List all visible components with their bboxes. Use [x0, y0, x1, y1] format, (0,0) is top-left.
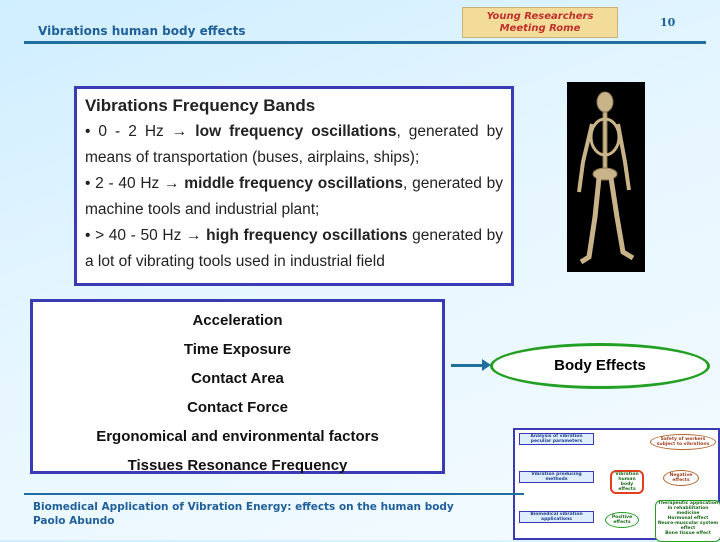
- bands-title: Vibrations Frequency Bands: [85, 96, 316, 115]
- diagram-node: Negative effects: [663, 470, 699, 486]
- footer-author: Paolo Abundo: [33, 515, 115, 527]
- factor-item: Acceleration: [192, 312, 283, 329]
- band-item: • > 40 - 50 Hz → high frequency oscillat…: [85, 223, 503, 275]
- diagram-node: Analysis of vibration peculiar parameter…: [519, 433, 594, 445]
- diagram-node: Vibration producing methods: [519, 471, 594, 483]
- slide-title: Vibrations human body effects: [38, 24, 246, 38]
- factor-item: Ergonomical and environmental factors: [96, 428, 379, 445]
- factors-box: Acceleration Time Exposure Contact Area …: [30, 299, 445, 474]
- band-range: • > 40 - 50 Hz →: [85, 227, 207, 244]
- diagram-thumbnail: Analysis of vibration peculiar parameter…: [513, 428, 720, 542]
- diagram-node: Safety of workers subject to vibrations: [650, 434, 716, 450]
- band-item: • 2 - 40 Hz → middle frequency oscillati…: [85, 171, 503, 223]
- diagram-node: Positive effects: [605, 512, 639, 528]
- band-name: low frequency oscillations: [195, 123, 397, 140]
- band-desc: generated by a lot of vibrating tools us…: [85, 227, 503, 270]
- band-desc: , generated by machine tools and industr…: [85, 175, 503, 218]
- band-range: • 0 - 2 Hz →: [85, 123, 196, 140]
- band-item: • 0 - 2 Hz → low frequency oscillations,…: [85, 119, 503, 171]
- factor-item: Contact Force: [187, 399, 288, 416]
- footer: Biomedical Application of Vibration Ener…: [33, 500, 454, 528]
- conference-logo: Young Researchers Meeting Rome: [462, 7, 618, 38]
- footer-divider: [24, 493, 524, 495]
- factor-item: Tissues Resonance Frequency: [127, 457, 348, 474]
- diagram-text: Hormonal effect: [667, 516, 709, 521]
- header-divider: [24, 41, 706, 44]
- arrow-right-icon: [451, 359, 491, 371]
- logo-line: Young Researchers: [486, 11, 594, 22]
- logo-line: Meeting Rome: [499, 23, 581, 34]
- factor-item: Time Exposure: [183, 341, 292, 358]
- factor-item: Contact Area: [191, 370, 284, 387]
- skeleton-image: [567, 82, 645, 272]
- band-name: middle frequency oscillations: [184, 175, 404, 192]
- diagram-node: Biomedical vibration applications: [519, 511, 594, 523]
- band-range: • 2 - 40 Hz →: [85, 175, 185, 192]
- diagram-text: Neuro-muscular system effect: [657, 521, 719, 531]
- diagram-text: Bone tissue effect: [665, 531, 711, 536]
- band-desc: , generated by means of transportation (…: [85, 123, 503, 166]
- frequency-bands-box: Vibrations Frequency Bands • 0 - 2 Hz → …: [74, 86, 514, 286]
- diagram-node: Vibration human body effects: [610, 470, 644, 494]
- diagram-text: Therapeutic application in rehabilitatio…: [657, 501, 719, 516]
- body-effects-ellipse: Body Effects: [490, 343, 710, 389]
- band-name: high frequency oscillations: [206, 227, 408, 244]
- page-number: 10: [660, 16, 676, 29]
- footer-title: Biomedical Application of Vibration Ener…: [33, 501, 454, 513]
